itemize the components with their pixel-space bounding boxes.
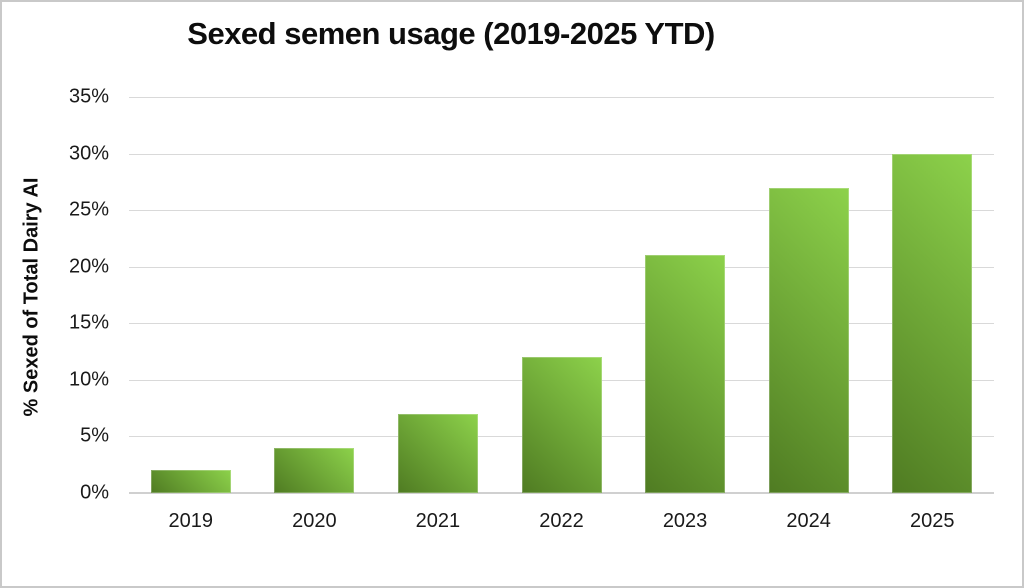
chart-title: Sexed semen usage (2019-2025 YTD) xyxy=(187,16,715,51)
gridline xyxy=(129,323,994,325)
gridline xyxy=(129,153,994,155)
y-tick-label: 35% xyxy=(68,85,109,108)
x-tick-label: 2023 xyxy=(662,510,708,532)
gridline xyxy=(129,210,994,212)
bar-2021 xyxy=(397,413,478,493)
x-tick-label: 2022 xyxy=(539,510,584,532)
y-tick-label: 25% xyxy=(68,198,109,221)
bar-2019 xyxy=(150,470,231,493)
gridline xyxy=(129,97,994,98)
gridline xyxy=(129,266,994,268)
bar-2022 xyxy=(521,357,602,493)
bar-2025 xyxy=(892,153,973,493)
x-tick-label: 2024 xyxy=(786,510,831,532)
y-tick-label: 5% xyxy=(80,424,109,447)
x-tick-label: 2025 xyxy=(909,510,955,532)
y-tick-label: 30% xyxy=(68,142,109,165)
x-axis-baseline xyxy=(129,492,994,494)
y-tick-label: 10% xyxy=(68,368,109,391)
y-tick-label: 20% xyxy=(68,255,109,278)
x-tick-label: 2020 xyxy=(292,510,337,532)
y-tick-label: 15% xyxy=(68,311,109,334)
x-tick-label: 2019 xyxy=(168,510,214,532)
bar-2020 xyxy=(274,447,355,493)
y-tick-label: 0% xyxy=(80,481,109,504)
bar-2024 xyxy=(768,187,849,493)
x-tick-label: 2021 xyxy=(415,510,461,532)
bar-2023 xyxy=(645,255,726,493)
